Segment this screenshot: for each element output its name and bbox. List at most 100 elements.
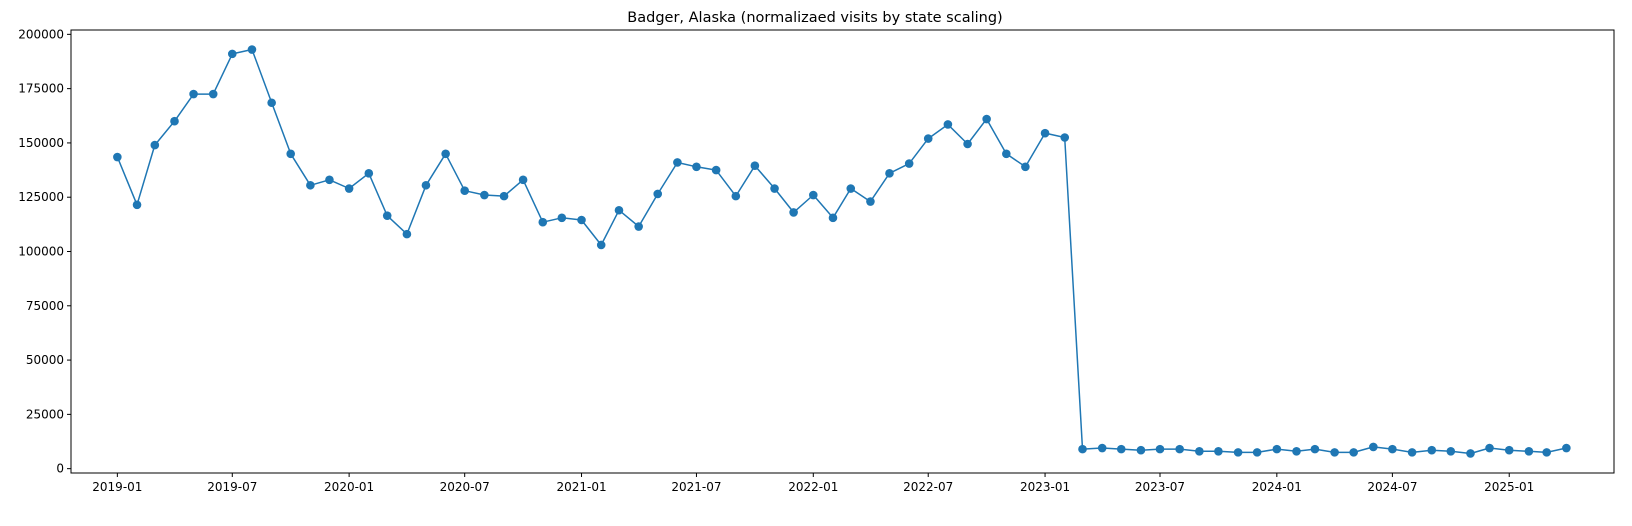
- data-point: [750, 161, 760, 171]
- data-point: [1060, 133, 1070, 142]
- data-point: [538, 217, 548, 227]
- data-point: [113, 152, 122, 162]
- data-point: [653, 189, 663, 199]
- y-tick-label: 150000: [18, 136, 64, 150]
- y-tick-label: 75000: [26, 299, 64, 313]
- data-point: [1524, 446, 1534, 456]
- x-tick-label: 2020-01: [324, 480, 374, 494]
- data-point: [421, 180, 431, 190]
- data-point: [770, 184, 779, 193]
- x-tick-label: 2025-01: [1484, 480, 1534, 494]
- data-point: [325, 175, 334, 185]
- data-point: [1272, 444, 1282, 454]
- data-point: [480, 190, 489, 200]
- data-point: [557, 213, 567, 223]
- x-tick-label: 2024-01: [1252, 480, 1302, 494]
- data-point: [150, 140, 160, 150]
- data-point: [1349, 448, 1358, 457]
- data-point: [267, 98, 276, 108]
- data-point: [132, 200, 142, 210]
- data-point: [402, 229, 412, 239]
- data-point: [1504, 445, 1514, 455]
- data-point: [460, 186, 469, 195]
- data-point: [614, 205, 624, 215]
- data-point: [499, 191, 509, 201]
- x-tick-label: 2024-07: [1367, 480, 1417, 494]
- data-point: [1407, 448, 1417, 457]
- data-point: [711, 165, 721, 175]
- data-point: [1542, 448, 1551, 457]
- data-point: [885, 169, 894, 178]
- x-tick-label: 2021-07: [671, 480, 721, 494]
- data-point: [1078, 444, 1087, 454]
- data-point: [1485, 443, 1494, 453]
- data-point: [1369, 442, 1378, 452]
- y-tick-label: 200000: [18, 27, 64, 41]
- data-point: [170, 116, 179, 126]
- data-point: [1388, 444, 1397, 454]
- data-point: [518, 175, 528, 185]
- data-point: [286, 149, 296, 159]
- x-tick-label: 2019-07: [207, 480, 257, 494]
- data-point: [189, 89, 198, 99]
- data-point: [596, 240, 606, 250]
- data-point: [441, 149, 450, 159]
- data-point: [943, 120, 953, 129]
- plot-area: 0 25000 50000 75000 100000 125000 150000 175000…: [18, 27, 1615, 494]
- data-point: [789, 208, 798, 217]
- x-tick-label: 2022-07: [903, 480, 953, 494]
- data-point: [1214, 446, 1223, 456]
- data-point: [1252, 448, 1262, 457]
- data-point: [247, 45, 257, 54]
- y-tick-label: 100000: [18, 245, 64, 259]
- data-point: [1040, 128, 1050, 138]
- data-point: [634, 222, 643, 231]
- data-point: [1021, 162, 1030, 172]
- data-point: [673, 158, 682, 167]
- y-tick-label: 175000: [18, 82, 64, 96]
- data-point: [208, 89, 218, 99]
- data-point: [1562, 443, 1571, 453]
- data-point: [963, 139, 972, 149]
- data-point: [731, 191, 741, 201]
- y-tick-label: 25000: [26, 407, 64, 421]
- data-point: [1446, 446, 1456, 456]
- data-point: [1233, 448, 1243, 457]
- x-tick-label: 2019-01: [92, 480, 142, 494]
- data-point: [344, 184, 354, 193]
- data-point: [1097, 443, 1107, 453]
- axes-frame: [70, 29, 1615, 474]
- data-point: [1116, 444, 1126, 454]
- data-point: [364, 169, 374, 178]
- x-tick-label: 2020-07: [440, 480, 490, 494]
- data-point: [982, 114, 991, 124]
- data-point: [904, 159, 914, 168]
- series-line: [116, 48, 1567, 455]
- chart-title: Badger, Alaska (normalizaed visits by st…: [627, 10, 1002, 26]
- data-point: [923, 134, 933, 143]
- data-point: [1292, 446, 1301, 456]
- data-point: [1330, 448, 1339, 457]
- data-point: [808, 190, 818, 200]
- x-tick-label: 2022-01: [788, 480, 838, 494]
- x-tick-label: 2021-01: [556, 480, 606, 494]
- data-point: [846, 184, 856, 193]
- data-point: [577, 215, 586, 225]
- x-tick-label: 2023-01: [1020, 480, 1070, 494]
- data-point: [828, 213, 838, 223]
- y-tick-label: 0: [56, 462, 64, 476]
- data-point: [692, 162, 701, 172]
- data-point: [1310, 444, 1320, 454]
- data-point: [866, 197, 875, 206]
- data-point: [1195, 446, 1204, 456]
- data-point: [227, 49, 237, 59]
- data-point: [1466, 449, 1475, 458]
- data-point: [1136, 445, 1146, 455]
- y-tick-label: 125000: [18, 190, 64, 204]
- x-tick-label: 2023-07: [1135, 480, 1185, 494]
- data-point: [1155, 444, 1165, 454]
- data-point: [1427, 445, 1437, 455]
- data-point: [382, 211, 392, 220]
- data-point: [1175, 444, 1184, 454]
